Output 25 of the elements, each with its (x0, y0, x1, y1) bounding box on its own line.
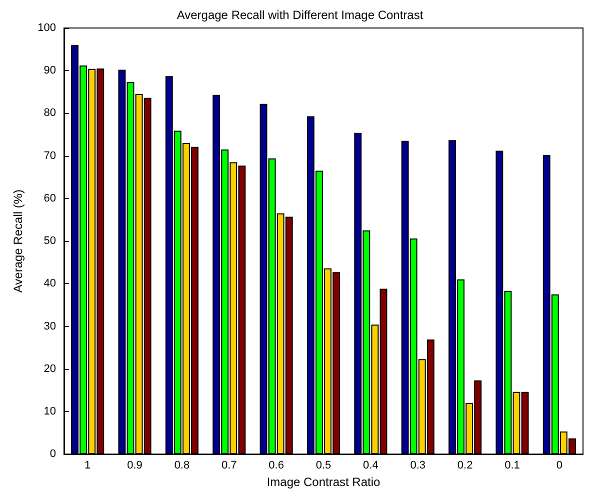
y-tick-label: 100 (38, 22, 56, 34)
x-tick-label: 0.1 (504, 460, 520, 472)
x-tick-label: 0.7 (221, 460, 237, 472)
x-axis-title: Image Contrast Ratio (266, 475, 381, 489)
x-tick-label: 0 (556, 460, 562, 472)
y-tick-label: 50 (44, 235, 56, 248)
x-tick-label: 0.3 (410, 460, 426, 472)
x-tick-label: 0.2 (457, 460, 473, 472)
x-tick-label: 0.6 (268, 460, 284, 472)
y-tick-label: 0 (50, 448, 56, 460)
y-tick-label: 70 (44, 150, 56, 162)
chart-title: Avergage Recall with Different Image Contrast (176, 8, 424, 22)
y-tick-label: 10 (44, 405, 56, 418)
x-tick-label: 0.5 (316, 460, 332, 472)
x-tick-label: 0.4 (363, 460, 378, 472)
y-tick-label: 60 (44, 192, 56, 204)
y-tick-label: 30 (44, 320, 56, 332)
x-tick-label: 0.9 (127, 460, 142, 472)
y-axis-title: Average Recall (%) (11, 189, 25, 293)
x-tick-label: 1 (84, 460, 91, 472)
y-tick-label: 40 (44, 278, 56, 290)
x-tick-label: 0.8 (174, 460, 190, 472)
y-tick-label: 80 (44, 107, 56, 120)
y-tick-label: 20 (44, 362, 56, 375)
y-tick-label: 90 (44, 64, 56, 77)
